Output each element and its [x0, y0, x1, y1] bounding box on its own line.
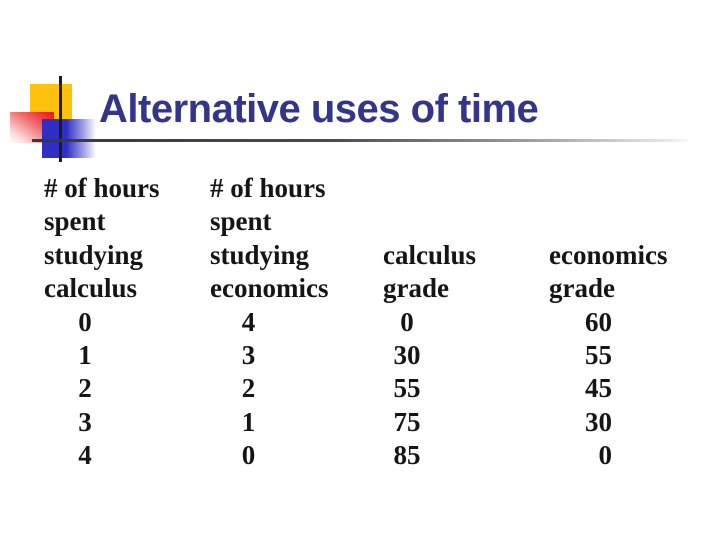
- column-header-hours-economics: # of hours spent studying economics: [210, 172, 328, 306]
- column-values-economics-grade: 60 55 45 30 0: [540, 306, 612, 473]
- title-underline-rule: [32, 139, 688, 142]
- header-line: # of hours: [44, 173, 160, 203]
- table-cell: 45: [585, 373, 612, 404]
- table-cell: 75: [393, 406, 421, 437]
- table-cell: 0: [78, 306, 92, 337]
- table-cell: 85: [393, 440, 421, 471]
- header-line: economics: [549, 239, 668, 270]
- header-line: calculus: [44, 273, 138, 304]
- table-cell: 55: [585, 340, 612, 370]
- column-header-economics-grade: economics grade: [549, 239, 667, 306]
- table-cell: 55: [393, 373, 421, 404]
- table-cell: 0: [598, 440, 613, 471]
- header-line: spent: [44, 206, 106, 237]
- decor-blue-square: [42, 119, 96, 158]
- table-cell: 2: [241, 373, 256, 404]
- table-cell: 4: [78, 440, 92, 471]
- table-cell: 30: [393, 340, 421, 370]
- header-line: studying: [44, 239, 144, 270]
- column-header-calculus-grade: calculus grade: [383, 239, 476, 306]
- table-cell: 1: [78, 340, 92, 370]
- table-cell: 1: [241, 406, 256, 437]
- table-cell: 0: [241, 440, 256, 471]
- slide-title: Alternative uses of time: [99, 87, 539, 131]
- header-line: grade: [383, 273, 449, 304]
- header-line: studying: [210, 239, 310, 270]
- header-line: calculus: [383, 239, 477, 270]
- header-line: grade: [549, 273, 615, 304]
- column-values-hours-calculus: 0 1 2 3 4: [40, 306, 130, 473]
- column-values-hours-economics: 4 3 2 1 0: [202, 306, 295, 473]
- header-line: # of hours: [210, 173, 326, 203]
- table-cell: 30: [585, 406, 612, 437]
- table-cell: 3: [78, 406, 92, 437]
- decor-vertical-line: [59, 76, 62, 162]
- column-values-calculus-grade: 0 30 55 75 85: [362, 306, 452, 473]
- table-cell: 0: [400, 306, 414, 337]
- header-line: spent: [210, 206, 272, 237]
- table-cell: 4: [241, 306, 256, 337]
- table-cell: 3: [241, 340, 256, 370]
- column-header-hours-calculus: # of hours spent studying calculus: [44, 172, 160, 306]
- table-cell: 2: [78, 373, 92, 404]
- header-line: economics: [210, 273, 329, 304]
- table-cell: 60: [585, 306, 612, 337]
